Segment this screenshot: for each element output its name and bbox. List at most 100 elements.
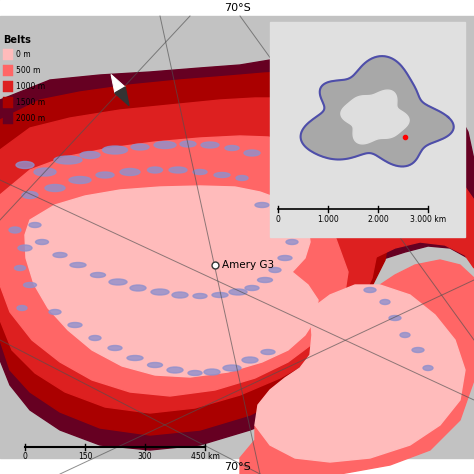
Polygon shape bbox=[0, 72, 390, 435]
Ellipse shape bbox=[193, 170, 207, 174]
Ellipse shape bbox=[400, 332, 410, 337]
Ellipse shape bbox=[236, 175, 248, 181]
Ellipse shape bbox=[351, 176, 359, 194]
Ellipse shape bbox=[154, 142, 176, 148]
Text: 300: 300 bbox=[137, 452, 152, 461]
Polygon shape bbox=[305, 55, 462, 215]
Text: 3.000 km: 3.000 km bbox=[410, 215, 446, 224]
Ellipse shape bbox=[277, 226, 292, 230]
Polygon shape bbox=[301, 56, 454, 166]
Ellipse shape bbox=[201, 142, 219, 148]
Ellipse shape bbox=[269, 267, 281, 273]
Ellipse shape bbox=[16, 162, 34, 168]
Ellipse shape bbox=[131, 144, 149, 150]
Ellipse shape bbox=[89, 336, 101, 340]
Text: 1000 m: 1000 m bbox=[16, 82, 45, 91]
Ellipse shape bbox=[167, 367, 183, 373]
Ellipse shape bbox=[108, 346, 122, 350]
Ellipse shape bbox=[223, 365, 241, 371]
Ellipse shape bbox=[180, 141, 196, 147]
Bar bbox=[3, 81, 13, 92]
Bar bbox=[270, 22, 465, 237]
Text: 0: 0 bbox=[23, 452, 27, 461]
Polygon shape bbox=[255, 285, 465, 462]
Ellipse shape bbox=[15, 265, 26, 271]
Ellipse shape bbox=[80, 152, 100, 158]
Ellipse shape bbox=[151, 289, 169, 295]
Text: 1.000: 1.000 bbox=[317, 215, 339, 224]
Ellipse shape bbox=[229, 289, 247, 295]
Ellipse shape bbox=[109, 279, 127, 285]
Text: Amery G3: Amery G3 bbox=[222, 260, 274, 270]
Ellipse shape bbox=[412, 347, 424, 353]
Ellipse shape bbox=[147, 167, 163, 173]
Ellipse shape bbox=[169, 167, 187, 173]
Polygon shape bbox=[341, 90, 409, 144]
Bar bbox=[3, 97, 13, 108]
Ellipse shape bbox=[244, 150, 260, 156]
Ellipse shape bbox=[29, 222, 41, 228]
Ellipse shape bbox=[204, 369, 220, 375]
Polygon shape bbox=[350, 52, 474, 265]
Ellipse shape bbox=[102, 146, 128, 154]
Ellipse shape bbox=[364, 288, 376, 292]
Bar bbox=[3, 49, 13, 60]
Ellipse shape bbox=[9, 227, 21, 233]
Ellipse shape bbox=[245, 285, 259, 291]
Polygon shape bbox=[111, 74, 125, 93]
Ellipse shape bbox=[212, 292, 228, 298]
Ellipse shape bbox=[53, 253, 67, 257]
Text: 1500 m: 1500 m bbox=[16, 98, 45, 107]
Ellipse shape bbox=[255, 202, 269, 208]
Ellipse shape bbox=[423, 365, 433, 371]
Ellipse shape bbox=[18, 245, 32, 251]
Ellipse shape bbox=[242, 357, 258, 363]
Ellipse shape bbox=[362, 163, 368, 177]
Ellipse shape bbox=[389, 316, 401, 320]
Text: 0 m: 0 m bbox=[16, 50, 31, 59]
Ellipse shape bbox=[261, 349, 275, 355]
Ellipse shape bbox=[120, 168, 140, 175]
Ellipse shape bbox=[69, 176, 91, 183]
Polygon shape bbox=[0, 58, 350, 450]
Ellipse shape bbox=[257, 277, 273, 283]
Text: Belts: Belts bbox=[3, 35, 31, 45]
Ellipse shape bbox=[96, 172, 114, 178]
Ellipse shape bbox=[36, 239, 48, 245]
Ellipse shape bbox=[147, 363, 163, 367]
Text: 150: 150 bbox=[78, 452, 92, 461]
Ellipse shape bbox=[49, 310, 61, 315]
Ellipse shape bbox=[286, 239, 298, 245]
Text: 70°S: 70°S bbox=[224, 3, 250, 13]
Bar bbox=[3, 65, 13, 76]
Text: 450 km: 450 km bbox=[191, 452, 219, 461]
Polygon shape bbox=[115, 87, 129, 106]
Ellipse shape bbox=[172, 292, 188, 298]
Ellipse shape bbox=[278, 255, 292, 261]
Polygon shape bbox=[0, 98, 378, 413]
Text: 70°S: 70°S bbox=[224, 462, 250, 472]
Ellipse shape bbox=[127, 356, 143, 361]
Polygon shape bbox=[25, 186, 318, 377]
Ellipse shape bbox=[17, 306, 27, 310]
Text: 2000 m: 2000 m bbox=[16, 114, 45, 123]
Bar bbox=[3, 113, 13, 124]
Text: 2.000: 2.000 bbox=[367, 215, 389, 224]
Ellipse shape bbox=[24, 283, 36, 288]
Ellipse shape bbox=[272, 212, 284, 218]
Ellipse shape bbox=[225, 146, 239, 151]
Ellipse shape bbox=[380, 300, 390, 304]
Ellipse shape bbox=[22, 191, 38, 199]
Ellipse shape bbox=[34, 168, 56, 176]
Ellipse shape bbox=[188, 371, 202, 375]
Ellipse shape bbox=[54, 156, 82, 164]
Text: 0: 0 bbox=[275, 215, 281, 224]
Bar bbox=[0, 0, 474, 16]
Polygon shape bbox=[0, 136, 348, 396]
Ellipse shape bbox=[193, 293, 207, 299]
Ellipse shape bbox=[68, 322, 82, 328]
Polygon shape bbox=[350, 168, 474, 268]
Ellipse shape bbox=[70, 263, 86, 267]
Ellipse shape bbox=[334, 190, 346, 210]
Ellipse shape bbox=[45, 184, 65, 191]
